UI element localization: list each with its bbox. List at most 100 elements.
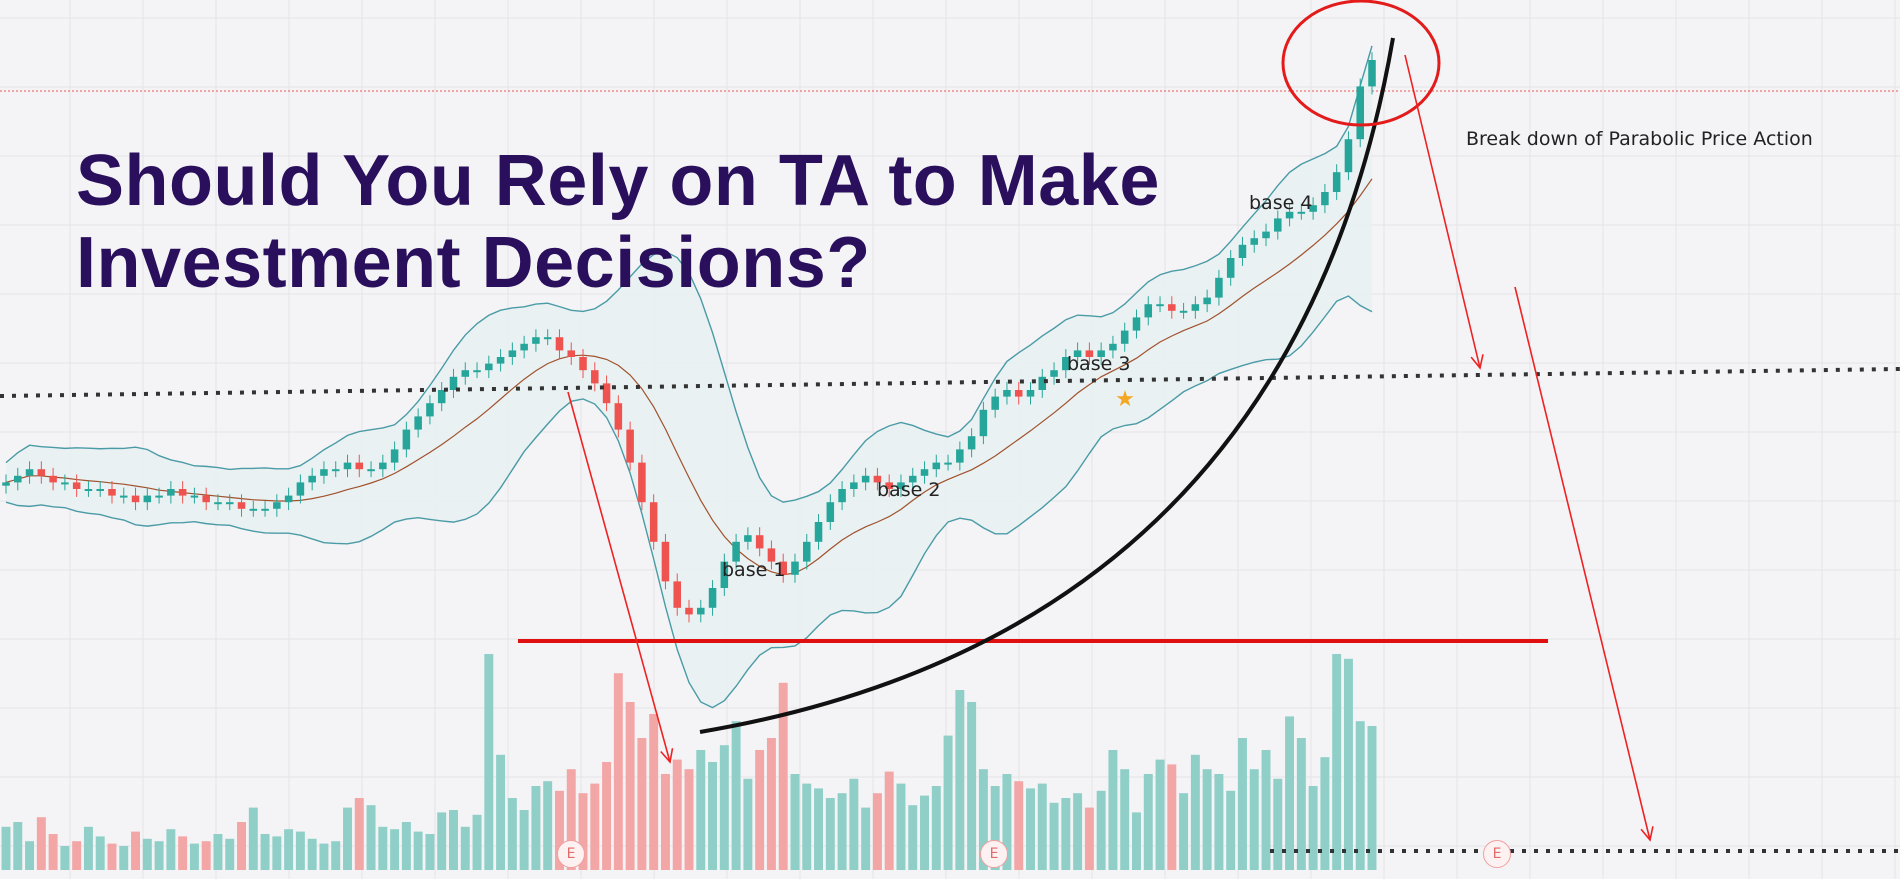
label-base-3: base 3 xyxy=(1067,353,1131,375)
candle-body xyxy=(143,495,152,503)
candle-body xyxy=(167,489,175,496)
volume-bar xyxy=(1190,754,1200,870)
candle-body xyxy=(708,588,717,608)
volume-bar xyxy=(1355,721,1365,870)
volume-bar xyxy=(1,826,11,870)
candle-body xyxy=(1356,86,1364,140)
volume-bar xyxy=(566,769,576,870)
volume-bar xyxy=(496,754,506,870)
volume-bar xyxy=(390,829,400,870)
candle-body xyxy=(225,502,234,505)
volume-bar xyxy=(201,841,211,870)
volume-bar xyxy=(1120,769,1130,870)
volume-bar xyxy=(1096,790,1106,870)
candle-body xyxy=(331,469,340,472)
earnings-marker-2[interactable]: E xyxy=(980,840,1008,868)
volume-bar xyxy=(1061,798,1071,870)
candle-body xyxy=(520,343,528,351)
volume-bar xyxy=(484,654,494,870)
candle-body xyxy=(1120,330,1129,344)
candle-body xyxy=(1203,297,1211,305)
earnings-marker-1[interactable]: E xyxy=(557,840,585,868)
volume-bar xyxy=(83,826,93,870)
candle-body xyxy=(932,462,941,470)
volume-bar xyxy=(519,810,529,870)
candle-body xyxy=(61,482,69,485)
candle-body xyxy=(284,495,293,503)
candle-body xyxy=(991,396,999,410)
volume-bar xyxy=(213,834,223,870)
candle-body xyxy=(720,561,729,588)
volume-bar xyxy=(1155,759,1165,870)
earnings-marker-3[interactable]: E xyxy=(1483,840,1511,868)
volume-bar xyxy=(1332,654,1342,870)
candle-body xyxy=(967,436,976,450)
candle-body xyxy=(496,357,505,364)
candle-body xyxy=(1191,304,1200,311)
volume-bar xyxy=(272,836,282,870)
candle-body xyxy=(1368,60,1376,87)
candle-body xyxy=(237,502,246,509)
upper-band-line xyxy=(5,45,1373,503)
candle-body xyxy=(956,449,964,463)
volume-bar xyxy=(378,826,388,870)
volume-bar xyxy=(189,843,199,870)
candle-body xyxy=(155,495,163,498)
support-dotted-line xyxy=(0,367,1900,398)
candle-body xyxy=(567,350,576,357)
candle-body xyxy=(96,489,104,491)
volume-bar xyxy=(967,702,977,870)
volume-bar xyxy=(1108,750,1118,870)
volume-bar xyxy=(672,759,682,870)
candle-body xyxy=(84,489,93,491)
candle-body xyxy=(131,495,140,503)
candle-body xyxy=(1144,304,1153,318)
candle-body xyxy=(1073,350,1082,357)
down-arrow xyxy=(1514,286,1651,841)
volume-bars xyxy=(1,654,1377,870)
candle-body xyxy=(614,403,623,430)
volume-bar xyxy=(507,798,517,870)
volume-bar xyxy=(1249,769,1259,870)
volume-bar xyxy=(1214,774,1224,870)
candle-body xyxy=(449,376,458,390)
candle-body xyxy=(802,541,811,562)
volume-bar xyxy=(613,673,623,870)
candle-body xyxy=(1321,192,1329,206)
volume-bar xyxy=(1037,783,1047,870)
volume-bar xyxy=(1273,778,1283,870)
candle-body xyxy=(920,469,929,476)
candle-body xyxy=(72,482,81,489)
candle-body xyxy=(532,337,540,344)
down-arrow xyxy=(567,391,671,763)
candle-body xyxy=(508,350,517,357)
volume-bar xyxy=(95,836,105,870)
volume-bar xyxy=(696,750,706,870)
candle-body xyxy=(1309,205,1317,212)
volume-bar xyxy=(413,831,423,870)
volume-bar xyxy=(178,836,188,870)
candle-body xyxy=(119,495,128,498)
candle-body xyxy=(873,475,882,483)
candle-body xyxy=(343,462,352,470)
volume-bar xyxy=(637,738,647,870)
volume-bar xyxy=(248,807,258,870)
volume-bar xyxy=(625,702,635,870)
volume-bar xyxy=(1202,769,1212,870)
volume-bar xyxy=(990,786,1000,870)
volume-bar xyxy=(931,786,941,870)
volume-bar xyxy=(660,774,670,870)
candle-body xyxy=(626,429,634,463)
bollinger-band xyxy=(5,45,1373,709)
candle-body xyxy=(355,462,364,470)
arrow-head xyxy=(1470,354,1484,370)
volume-bar xyxy=(802,783,812,870)
candle-body xyxy=(1050,370,1058,377)
volume-bar xyxy=(884,771,894,870)
candle-body xyxy=(1226,258,1235,278)
label-base-2: base 2 xyxy=(877,479,941,501)
volume-bar xyxy=(543,781,553,870)
candle-body xyxy=(1297,211,1306,214)
volume-bar xyxy=(1143,774,1153,870)
volume-bar xyxy=(719,745,729,870)
